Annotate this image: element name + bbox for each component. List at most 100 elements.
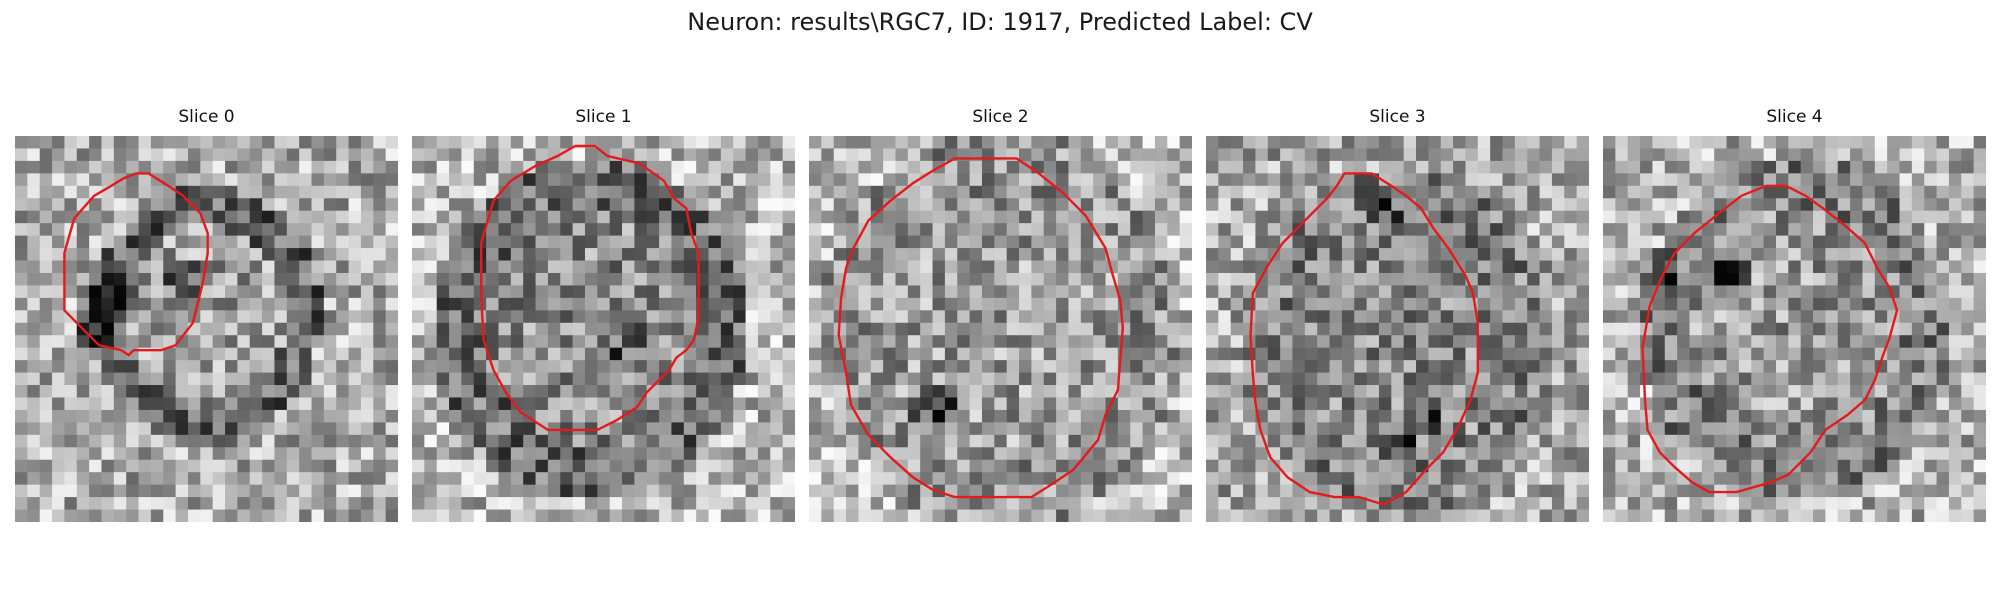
pixel (895, 360, 909, 374)
pixel (584, 360, 598, 374)
pixel (1117, 447, 1131, 461)
pixel (1105, 310, 1119, 324)
pixel (163, 459, 177, 473)
pixel (113, 322, 127, 336)
pixel (510, 248, 524, 262)
pixel (1167, 372, 1181, 386)
pixel (360, 347, 374, 361)
pixel (1775, 509, 1789, 522)
pixel (336, 322, 350, 336)
pixel (225, 397, 238, 411)
pixel (249, 372, 263, 386)
pixel (299, 397, 313, 411)
pixel (1948, 248, 1962, 262)
pixel (535, 272, 549, 287)
pixel (683, 310, 697, 324)
pixel (733, 235, 747, 249)
pixel (225, 422, 238, 436)
pixel (64, 459, 78, 473)
pixel (671, 335, 685, 349)
pixel (1874, 385, 1888, 399)
pixel (1378, 322, 1392, 336)
pixel (1440, 260, 1454, 274)
pixel (449, 223, 463, 237)
pixel (1924, 322, 1938, 336)
pixel (1514, 248, 1528, 262)
pixel (150, 297, 164, 311)
pixel (1763, 409, 1777, 423)
pixel (1354, 459, 1368, 473)
pixel (1788, 372, 1802, 386)
pixel (1292, 310, 1306, 324)
pixel (1068, 210, 1082, 224)
pixel (846, 484, 860, 498)
pixel (1006, 484, 1020, 498)
pixel (634, 198, 648, 212)
pixel (1664, 297, 1678, 311)
pixel (1603, 372, 1616, 386)
pixel (436, 397, 450, 411)
pixel (126, 360, 140, 374)
pixel (1689, 136, 1703, 150)
pixel (671, 397, 685, 411)
pixel (126, 160, 140, 174)
pixel (757, 235, 771, 249)
pixel (609, 322, 623, 336)
pixel (436, 484, 450, 498)
pixel (1640, 148, 1654, 162)
pixel (510, 136, 524, 150)
pixel (1677, 397, 1691, 411)
pixel (1775, 372, 1789, 386)
pixel (1378, 210, 1392, 224)
pixel (1899, 185, 1913, 199)
pixel (1689, 160, 1703, 174)
pixel (547, 372, 561, 386)
pixel (274, 235, 288, 249)
pixel (1068, 360, 1082, 374)
pixel (809, 223, 822, 237)
pixel (52, 347, 66, 361)
pixel (1862, 484, 1876, 498)
pixel (1664, 173, 1678, 187)
pixel (907, 260, 921, 274)
pixel (809, 136, 822, 150)
pixel (373, 185, 387, 199)
pixel (1615, 347, 1629, 361)
pixel (150, 235, 164, 249)
pixel (1948, 185, 1962, 199)
pixel (1837, 422, 1851, 436)
pixel (1329, 497, 1343, 511)
pixel (1317, 223, 1331, 237)
pixel (622, 185, 635, 199)
pixel (385, 335, 398, 349)
pixel (1615, 235, 1629, 249)
pixel (821, 185, 835, 199)
pixel (15, 235, 28, 249)
pixel (1627, 372, 1641, 386)
pixel (895, 297, 909, 311)
pixel (1874, 173, 1888, 187)
pixel (1031, 322, 1045, 336)
pixel (262, 223, 276, 237)
pixel (1477, 272, 1491, 287)
pixel (846, 210, 860, 224)
pixel (150, 248, 164, 262)
pixel (1043, 497, 1057, 511)
pixel (163, 509, 177, 522)
pixel (1154, 310, 1168, 324)
pixel (1924, 497, 1938, 511)
pixel (1428, 210, 1442, 224)
pixel (1936, 198, 1950, 212)
pixel (1378, 409, 1392, 423)
pixel (1850, 210, 1864, 224)
pixel (944, 322, 958, 336)
pixel (1825, 497, 1839, 511)
pixel (1117, 260, 1131, 274)
pixel (449, 434, 463, 448)
pixel (1924, 260, 1938, 274)
pixel (187, 272, 201, 287)
pixel (101, 297, 115, 311)
pixel (757, 148, 771, 162)
pixel (1948, 385, 1962, 399)
pixel (733, 397, 747, 411)
